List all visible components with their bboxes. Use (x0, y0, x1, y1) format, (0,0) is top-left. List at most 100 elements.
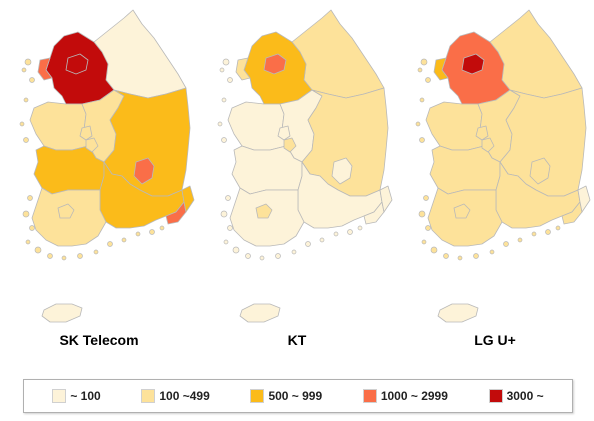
legend-item: ~ 100 (52, 389, 101, 403)
island-shape (531, 231, 537, 237)
island-shape (225, 195, 231, 201)
region-jeonbuk (33, 145, 105, 195)
region-daejeon (85, 137, 99, 153)
island-shape (107, 241, 113, 247)
region-sejong (475, 125, 489, 141)
region-incheon (433, 57, 449, 81)
island-shape (29, 77, 35, 83)
legend-item: 1000 ~ 2999 (362, 389, 448, 403)
region-jeju (239, 303, 281, 323)
region-daegu (529, 157, 551, 185)
island-shape (23, 97, 29, 103)
region-jeju (41, 303, 83, 323)
region-daegu (331, 157, 353, 185)
island-shape (503, 241, 509, 247)
island-shape (223, 239, 229, 245)
island-shape (227, 225, 233, 231)
korea-map-svg (217, 9, 393, 323)
legend-swatch (362, 389, 377, 403)
island-shape (305, 241, 311, 247)
island-shape (489, 249, 495, 255)
island-shape (34, 246, 42, 254)
island-shape (333, 231, 339, 237)
island-shape (430, 246, 438, 254)
island-shape (21, 67, 27, 73)
island-shape (77, 253, 83, 259)
island-shape (149, 229, 155, 235)
region-incheon (235, 57, 251, 81)
region-chungnam (425, 101, 485, 151)
island-shape (27, 195, 33, 201)
region-daejeon (283, 137, 297, 153)
island-shape (545, 229, 551, 235)
legend-swatch (52, 389, 67, 403)
korea-map-svg (19, 9, 195, 323)
island-shape (245, 253, 251, 259)
island-shape (22, 210, 30, 218)
island-shape (221, 97, 227, 103)
region-sejong (79, 125, 93, 141)
island-shape (555, 225, 561, 231)
island-shape (415, 121, 421, 127)
island-shape (23, 137, 29, 143)
island-shape (217, 121, 223, 127)
region-incheon (37, 57, 53, 81)
region-ulsan (181, 185, 195, 213)
island-shape (121, 237, 127, 243)
region-jeonbuk (231, 145, 303, 195)
island-shape (417, 67, 423, 73)
island-shape (419, 137, 425, 143)
legend-label: 1000 ~ 2999 (380, 389, 448, 403)
island-shape (347, 229, 353, 235)
korea-map-svg (415, 9, 591, 323)
maps-area (0, 0, 594, 330)
island-shape (61, 255, 67, 261)
legend-item: 100 ~499 (141, 389, 210, 403)
island-shape (259, 255, 265, 261)
island-shape (93, 249, 99, 255)
legend: ~ 100 100 ~499 500 ~ 999 1000 ~ 2999 300… (23, 379, 573, 413)
island-shape (421, 239, 427, 245)
island-shape (220, 210, 228, 218)
island-shape (291, 249, 297, 255)
island-shape (517, 237, 523, 243)
island-shape (29, 225, 35, 231)
region-jeonbuk (429, 145, 501, 195)
map-sk-telecom (0, 0, 198, 330)
legend-label: 100 ~499 (159, 389, 210, 403)
region-gwangju (57, 203, 75, 219)
map-lg-uplus (396, 0, 594, 330)
region-daejeon (481, 137, 495, 153)
island-shape (319, 237, 325, 243)
island-shape (221, 137, 227, 143)
island-shape (222, 58, 230, 66)
legend-swatch (488, 389, 503, 403)
region-ulsan (577, 185, 591, 213)
legend-label: 500 ~ 999 (268, 389, 323, 403)
island-shape (420, 58, 428, 66)
region-seoul (65, 53, 89, 75)
island-shape (47, 253, 53, 259)
island-shape (227, 77, 233, 83)
legend-swatch (250, 389, 265, 403)
legend-label: 3000 ~ (506, 389, 544, 403)
region-seoul (263, 53, 287, 75)
island-shape (159, 225, 165, 231)
map-title-lg-uplus: LG U+ (474, 332, 516, 348)
region-jeju (437, 303, 479, 323)
island-shape (275, 253, 281, 259)
island-shape (473, 253, 479, 259)
island-shape (418, 210, 426, 218)
island-shape (419, 97, 425, 103)
legend-item: 500 ~ 999 (250, 389, 322, 403)
island-shape (425, 77, 431, 83)
region-sejong (277, 125, 291, 141)
map-kt (198, 0, 396, 330)
region-chungnam (227, 101, 287, 151)
island-shape (457, 255, 463, 261)
island-shape (423, 195, 429, 201)
island-shape (443, 253, 449, 259)
island-shape (232, 246, 240, 254)
legend-label: ~ 100 (70, 389, 101, 403)
region-daegu (133, 157, 155, 185)
